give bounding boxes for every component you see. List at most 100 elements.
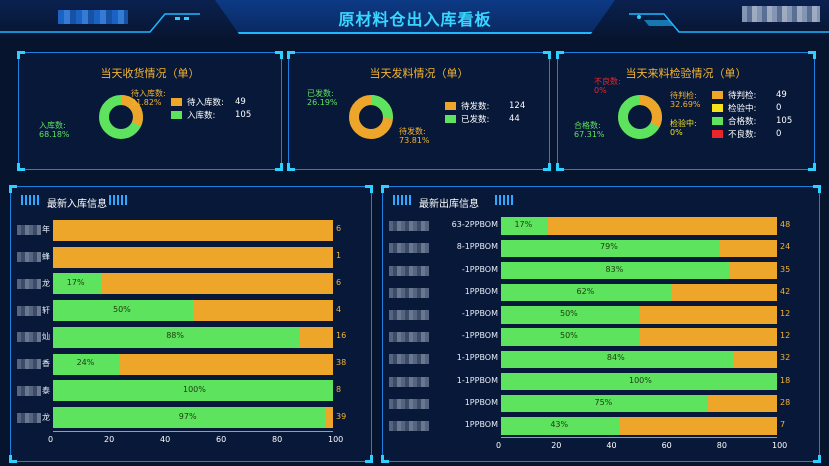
inbound-bar-count: 38 xyxy=(336,358,347,368)
outbound-row-label-blur xyxy=(389,243,429,254)
inbound-bar-done[interactable] xyxy=(53,353,121,375)
inbound-bar-remaining[interactable] xyxy=(324,407,333,429)
inbound-row-label: 龙 xyxy=(42,412,50,422)
outbound-bar-count: 48 xyxy=(780,220,791,230)
receive-legend: 待入库数: 49 入库数: 105 xyxy=(171,95,251,121)
outbound-bar-done[interactable] xyxy=(501,306,639,324)
inbound-row-label-blur xyxy=(17,412,41,423)
outbound-row-label: -1PPBOM xyxy=(461,331,498,341)
legend-item-qualified: 合格数: 105 xyxy=(712,114,792,127)
inspect-card-title: 当天来料检验情况（单） xyxy=(625,67,747,80)
outbound-row-label-blur xyxy=(389,332,429,343)
outbound-bar-remaining[interactable] xyxy=(672,284,777,302)
outbound-bar-count: 12 xyxy=(780,331,791,341)
inbound-bar-remaining[interactable] xyxy=(299,326,333,348)
outbound-row-label: 1-1PPBOM xyxy=(456,375,498,385)
outbound-row-label-blur xyxy=(389,398,429,409)
outbound-title-decoration-right xyxy=(495,195,513,205)
receive-pending-label: 待入库数: 31.82% xyxy=(131,89,166,107)
inbound-panel: 最新入库信息 年 6 蜂 1 龙 17% 6 轩 50% 4 灿 88% 16 香 24% 38 泰 100% 8 龙… xyxy=(9,185,373,463)
inbound-bar-remaining[interactable] xyxy=(53,246,333,268)
inbound-row-label-blur xyxy=(17,359,41,370)
inbound-bar-remaining[interactable] xyxy=(53,219,333,241)
outbound-x-tick: 80 xyxy=(716,441,727,450)
outbound-panel: 最新出库信息 63-2PPBOM 17% 48 8-1PPBOM 79% 24 -1PPBO… xyxy=(381,185,821,463)
outbound-row-label-blur xyxy=(389,354,429,365)
inbound-bar-done[interactable] xyxy=(53,273,101,295)
inbound-x-tick: 0 xyxy=(48,435,54,444)
outbound-bar-done[interactable] xyxy=(501,239,720,257)
outbound-bar-remaining[interactable] xyxy=(708,395,777,413)
outbound-bar-remaining[interactable] xyxy=(719,239,777,257)
outbound-x-tick: 100 xyxy=(772,441,788,450)
outbound-row-label: 1PPBOM xyxy=(464,397,498,407)
outbound-bar-done[interactable] xyxy=(501,261,731,280)
outbound-row-label-blur xyxy=(389,420,429,431)
inbound-row-label-blur xyxy=(17,252,41,263)
outbound-bar-remaining[interactable] xyxy=(732,350,777,368)
donut-slice-awaiting xyxy=(618,95,662,139)
inbound-row-label-blur xyxy=(17,332,41,343)
outbound-x-axis xyxy=(501,437,777,438)
inbound-x-axis xyxy=(53,431,333,432)
outbound-row-label-blur xyxy=(389,221,429,232)
outbound-bar-done[interactable] xyxy=(501,395,708,413)
inspect-qualified-label: 合格数: 67.31% xyxy=(574,121,605,139)
receive-card-title: 当天收货情况（单） xyxy=(100,67,200,80)
inbound-bar-done[interactable] xyxy=(53,407,325,429)
inspect-bad-label: 不良数: 0% xyxy=(594,77,621,95)
issue-donut xyxy=(349,95,393,139)
inbound-x-tick: 40 xyxy=(160,435,171,444)
legend-item-bad: 不良数: 0 xyxy=(712,127,792,140)
outbound-bar-done[interactable] xyxy=(501,284,673,302)
inbound-bar-remaining[interactable] xyxy=(100,273,333,295)
outbound-row-label: 63-2PPBOM xyxy=(451,220,498,230)
inbound-title: 最新入库信息 xyxy=(47,199,107,210)
donut-slice-pending xyxy=(99,95,143,139)
inbound-bar-done[interactable] xyxy=(53,380,333,402)
outbound-row-label: 1-1PPBOM xyxy=(456,353,498,363)
outbound-bar-done[interactable] xyxy=(501,417,620,435)
outbound-title: 最新出库信息 xyxy=(419,199,479,210)
outbound-bar-remaining[interactable] xyxy=(639,328,777,346)
outbound-row-label: -1PPBOM xyxy=(461,308,498,318)
outbound-bar-remaining[interactable] xyxy=(730,261,777,280)
inbound-row-label: 年 xyxy=(42,225,50,235)
outbound-x-tick: 40 xyxy=(606,441,617,450)
inbound-bar-done[interactable] xyxy=(53,300,193,322)
inbound-x-tick: 20 xyxy=(104,435,115,444)
title-plate xyxy=(215,0,615,34)
outbound-bar-percent: 62% xyxy=(576,286,595,296)
inbound-x-tick: 80 xyxy=(272,435,283,444)
inbound-bar-remaining[interactable] xyxy=(193,300,333,322)
issue-card: 当天发料情况（单） 已发数: 26.19% 待发数: 73.81% 待发数: 12… xyxy=(287,51,551,171)
inbound-bar-remaining[interactable] xyxy=(120,353,333,375)
inbound-bar-count: 6 xyxy=(336,277,342,287)
outbound-bar-done[interactable] xyxy=(501,372,777,391)
legend-item-issued: 已发数: 44 xyxy=(445,112,525,125)
inbound-x-tick: 60 xyxy=(216,435,227,444)
clock-blurred xyxy=(742,6,820,22)
outbound-bar-remaining[interactable] xyxy=(639,306,777,324)
outbound-bar-percent: 100% xyxy=(629,375,652,385)
inbound-row-label: 灿 xyxy=(42,332,50,342)
outbound-row-label: 8-1PPBOM xyxy=(456,242,498,252)
outbound-bar-done[interactable] xyxy=(501,328,639,346)
outbound-bar-percent: 83% xyxy=(605,264,624,274)
inbound-bar-percent: 88% xyxy=(166,331,184,341)
outbound-bar-remaining[interactable] xyxy=(547,217,777,235)
outbound-row-label: 1PPBOM xyxy=(464,286,498,296)
company-logo-blurred xyxy=(58,10,128,24)
outbound-bar-done[interactable] xyxy=(501,217,548,235)
inbound-row-label-blur xyxy=(17,278,41,289)
inbound-bar-percent: 100% xyxy=(183,384,206,394)
donut-slice-issued xyxy=(349,95,393,139)
outbound-title-decoration xyxy=(393,195,411,205)
inbound-title-decoration xyxy=(21,195,39,205)
inbound-bar-count: 39 xyxy=(336,411,347,421)
inbound-bar-done[interactable] xyxy=(53,326,300,348)
inbound-bar-count: 8 xyxy=(336,384,342,394)
outbound-bar-done[interactable] xyxy=(501,350,733,368)
outbound-bar-remaining[interactable] xyxy=(619,417,777,435)
receive-card: 当天收货情况（单） 待入库数: 31.82% 入库数: 68.18% 待入库数:… xyxy=(17,51,283,171)
